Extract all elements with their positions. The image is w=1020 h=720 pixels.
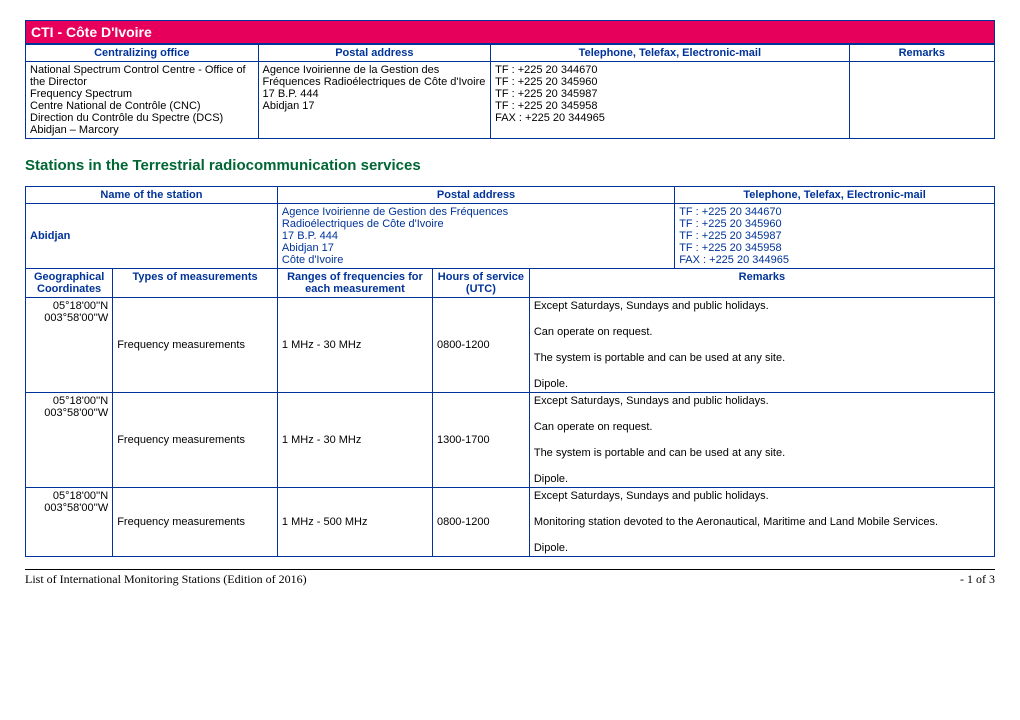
station-row: Abidjan Agence Ivoirienne de Gestion des… (26, 204, 995, 269)
cell-meas-type: Frequency measurements (113, 488, 278, 557)
office-table: Centralizing office Postal address Telep… (25, 44, 995, 139)
cell-coords: 05°18'00''N 003°58'00''W (26, 298, 113, 393)
stations-table: Name of the station Postal address Telep… (25, 186, 995, 557)
cell-freq-range: 1 MHz - 500 MHz (277, 488, 432, 557)
footer-right: - 1 of 3 (960, 572, 995, 587)
section-heading: Stations in the Terrestrial radiocommuni… (25, 157, 995, 174)
table-row: 05°18'00''N 003°58'00''WFrequency measur… (26, 298, 995, 393)
footer-left: List of International Monitoring Station… (25, 572, 307, 587)
cell-office: National Spectrum Control Centre - Offic… (26, 62, 259, 139)
table-row: 05°18'00''N 003°58'00''WFrequency measur… (26, 393, 995, 488)
col-meas-type: Types of measurements (113, 269, 278, 298)
cell-coords: 05°18'00''N 003°58'00''W (26, 393, 113, 488)
cell-remarks (849, 62, 994, 139)
cell-postal: Agence Ivoirienne de la Gestion des Fréq… (258, 62, 491, 139)
col-postal-address: Postal address (258, 45, 491, 62)
cell-remarks: Except Saturdays, Sundays and public hol… (529, 488, 994, 557)
col-station-postal: Postal address (277, 187, 674, 204)
table-row: 05°18'00''N 003°58'00''WFrequency measur… (26, 488, 995, 557)
cell-contact: TF : +225 20 344670 TF : +225 20 345960 … (491, 62, 850, 139)
cell-station-postal: Agence Ivoirienne de Gestion des Fréquen… (277, 204, 674, 269)
cell-remarks: Except Saturdays, Sundays and public hol… (529, 298, 994, 393)
cell-meas-type: Frequency measurements (113, 393, 278, 488)
table-row: National Spectrum Control Centre - Offic… (26, 62, 995, 139)
col-centralizing-office: Centralizing office (26, 45, 259, 62)
cell-hours: 1300-1700 (432, 393, 529, 488)
cell-station-contact: TF : +225 20 344670 TF : +225 20 345960 … (675, 204, 995, 269)
cell-station-name: Abidjan (26, 204, 278, 269)
cell-freq-range: 1 MHz - 30 MHz (277, 393, 432, 488)
cell-freq-range: 1 MHz - 30 MHz (277, 298, 432, 393)
col-station-contact: Telephone, Telefax, Electronic-mail (675, 187, 995, 204)
cell-meas-type: Frequency measurements (113, 298, 278, 393)
country-title-bar: CTI - Côte D'Ivoire (25, 20, 995, 44)
page-footer: List of International Monitoring Station… (25, 569, 995, 587)
col-hours: Hours of service (UTC) (432, 269, 529, 298)
cell-hours: 0800-1200 (432, 298, 529, 393)
cell-remarks: Except Saturdays, Sundays and public hol… (529, 393, 994, 488)
col-station-name: Name of the station (26, 187, 278, 204)
col-remarks: Remarks (849, 45, 994, 62)
cell-coords: 05°18'00''N 003°58'00''W (26, 488, 113, 557)
col-coords: Geographical Coordinates (26, 269, 113, 298)
col-freq-range: Ranges of frequencies for each measureme… (277, 269, 432, 298)
col-contact: Telephone, Telefax, Electronic-mail (491, 45, 850, 62)
cell-hours: 0800-1200 (432, 488, 529, 557)
col-remarks2: Remarks (529, 269, 994, 298)
